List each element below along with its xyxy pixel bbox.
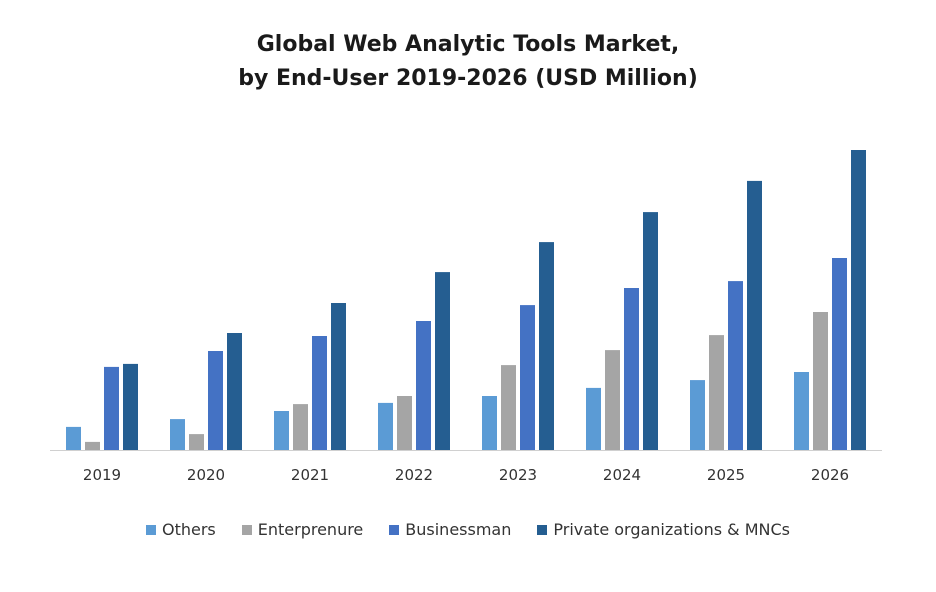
bar-2019-series-3 [104, 366, 119, 450]
chart-title-line-1: Global Web Analytic Tools Market, [256, 32, 680, 57]
bar-2025-series-3 [728, 281, 743, 450]
legend-label: Private organizations & MNCs [553, 520, 790, 539]
legend-item: Others [145, 520, 216, 539]
x-tick-label: 2019 [83, 466, 121, 484]
bar-2023-series-3 [520, 305, 535, 450]
bar-2024-series-3 [624, 288, 639, 450]
bar-2025-series-1 [690, 380, 705, 450]
legend-item: Enterprenure [241, 520, 364, 539]
bar-2025-series-4 [747, 180, 762, 450]
bar-2022-series-2 [397, 396, 412, 450]
legend-swatch [241, 524, 252, 535]
bar-2020-series-2 [189, 434, 204, 450]
bar-2021-series-3 [312, 336, 327, 450]
bar-2026-series-1 [794, 372, 809, 450]
bar-2019-series-1 [66, 426, 81, 450]
x-tick-label: 2022 [395, 466, 433, 484]
bar-2022-series-4 [435, 272, 450, 450]
legend-item: Private organizations & MNCs [537, 520, 790, 539]
legend-swatch [389, 524, 400, 535]
x-tick-label: 2026 [811, 466, 849, 484]
bar-2021-series-2 [293, 404, 308, 450]
x-tick-label: 2021 [291, 466, 329, 484]
bar-2020-series-4 [227, 333, 242, 450]
bar-2024-series-2 [605, 350, 620, 450]
bar-2019-series-4 [123, 363, 138, 450]
x-tick-label: 2023 [499, 466, 537, 484]
bar-2020-series-1 [170, 419, 185, 450]
legend-label: Enterprenure [257, 520, 364, 539]
bar-2024-series-4 [643, 212, 658, 450]
chart-title: Global Web Analytic Tools Market, by End… [0, 28, 936, 96]
bar-2023-series-1 [482, 396, 497, 450]
bar-2022-series-1 [378, 402, 393, 450]
x-tick-label: 2025 [707, 466, 745, 484]
bar-2023-series-2 [501, 365, 516, 450]
x-tick-label: 2024 [603, 466, 641, 484]
legend-label: Businessman [405, 520, 512, 539]
legend-label: Others [161, 520, 216, 539]
bar-2022-series-3 [416, 321, 431, 450]
bar-2020-series-3 [208, 351, 223, 450]
legend-swatch [145, 524, 156, 535]
bar-2026-series-3 [832, 258, 847, 450]
bar-2026-series-4 [851, 150, 866, 450]
bar-2025-series-2 [709, 335, 724, 450]
chart-title-line-2: by End-User 2019-2026 (USD Million) [238, 66, 698, 91]
bar-2024-series-1 [586, 387, 601, 450]
chart-legend: Others Enterprenure Businessman Private org… [0, 520, 936, 539]
legend-swatch [537, 524, 548, 535]
bar-2023-series-4 [539, 242, 554, 450]
bar-2021-series-4 [331, 303, 346, 450]
bar-2026-series-2 [813, 312, 828, 450]
bar-2019-series-2 [85, 441, 100, 450]
x-tick-label: 2020 [187, 466, 225, 484]
legend-item: Businessman [389, 520, 511, 539]
bar-2021-series-1 [274, 411, 289, 450]
